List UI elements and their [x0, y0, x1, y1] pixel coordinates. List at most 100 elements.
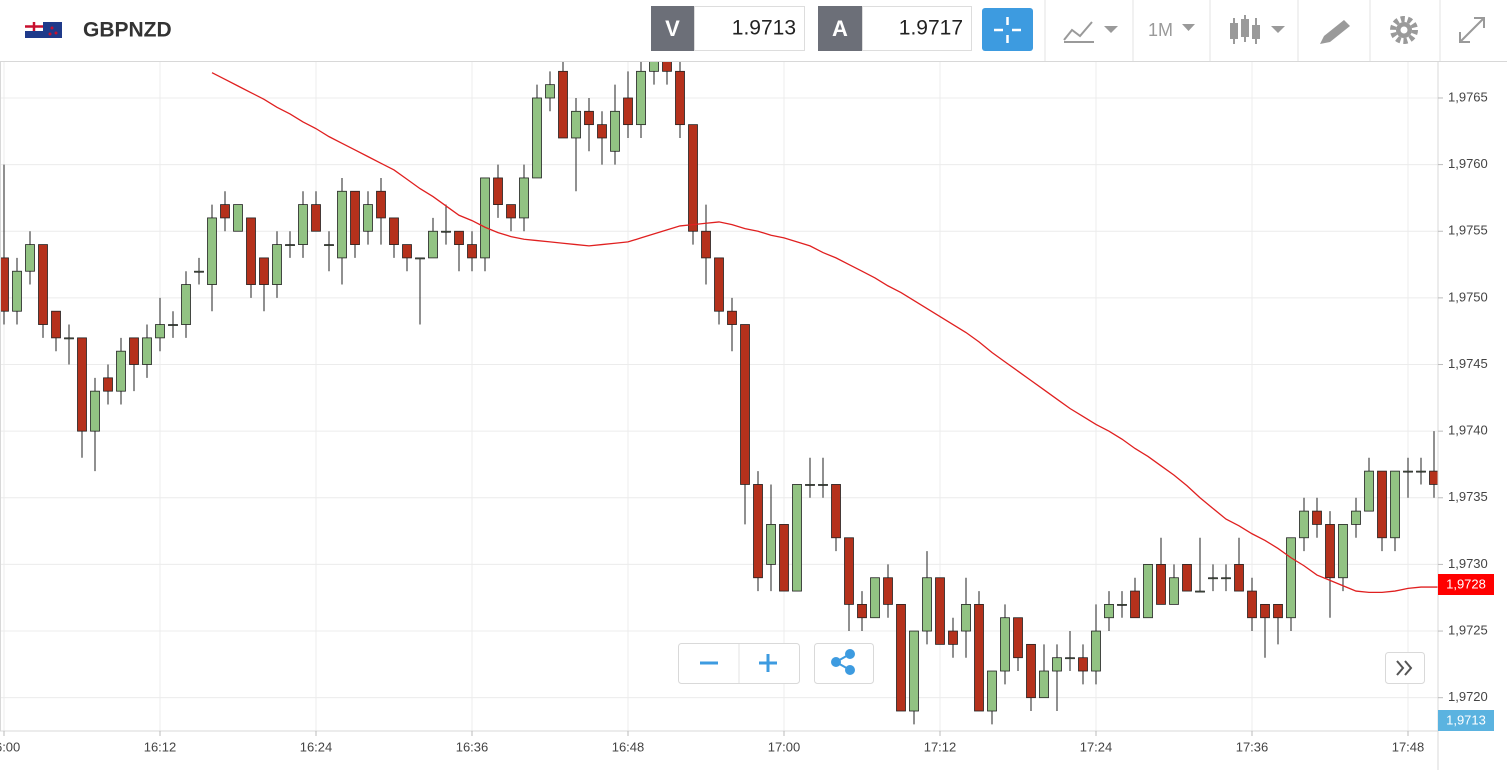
- candle-body: [688, 124, 698, 232]
- x-tick-label: 16:48: [612, 739, 645, 754]
- candle-body: [961, 603, 971, 632]
- ma-badge-label: 1,9728: [1446, 576, 1486, 591]
- y-tick-label: 1,9740: [1448, 423, 1488, 438]
- y-tick-label: 1,9725: [1448, 622, 1488, 637]
- candle-body: [1026, 643, 1036, 699]
- crosshair-button[interactable]: [982, 8, 1033, 51]
- candle-body: [896, 603, 906, 712]
- ask-box: [862, 6, 972, 51]
- bid-box: [694, 6, 805, 51]
- candle-body: [389, 217, 399, 245]
- candle-body: [350, 190, 360, 245]
- share-button[interactable]: [814, 643, 874, 684]
- candle-body: [714, 257, 724, 312]
- candle-body: [935, 577, 945, 645]
- candle-body: [77, 337, 87, 432]
- candle-body: [51, 310, 61, 339]
- timeframe-button[interactable]: 1M: [1148, 20, 1195, 40]
- fullscreen-button[interactable]: [1459, 17, 1485, 43]
- candle-style-button[interactable]: [1230, 15, 1285, 44]
- candle-body: [324, 244, 334, 246]
- candle-body: [506, 204, 516, 219]
- chart-type-button[interactable]: [1063, 21, 1118, 43]
- candle-body: [415, 257, 425, 260]
- x-tick-label: 17:00: [768, 739, 801, 754]
- settings-button[interactable]: [1390, 16, 1418, 44]
- candle-body: [1013, 617, 1023, 659]
- candle-body: [1299, 510, 1309, 539]
- candle-body: [818, 484, 828, 486]
- candle-body: [285, 244, 295, 246]
- x-tick-label: 17:48: [1392, 739, 1425, 754]
- ma-badge: 1,9728: [1438, 574, 1494, 595]
- candle-body: [1234, 564, 1244, 592]
- scroll-right-button[interactable]: [1385, 652, 1425, 684]
- candle-body: [922, 577, 932, 632]
- x-tick-label: 16:36: [456, 739, 489, 754]
- zoom-in-button[interactable]: [759, 654, 777, 672]
- candle-body: [155, 324, 165, 339]
- y-tick-label: 1,9730: [1448, 556, 1488, 571]
- ask-label: A: [832, 16, 848, 41]
- candle-body: [1416, 470, 1426, 473]
- x-tick-label: 17:12: [924, 739, 957, 754]
- x-tick-label: 17:36: [1236, 739, 1269, 754]
- candle-body: [636, 70, 646, 126]
- candle-body: [12, 270, 22, 312]
- candle-body: [766, 524, 776, 565]
- candle-body: [1390, 470, 1400, 539]
- candle-body: [649, 62, 659, 72]
- candle-body: [987, 670, 997, 712]
- candle-body: [883, 577, 893, 605]
- candle-body: [1104, 603, 1114, 619]
- symbol: GBPNZD: [83, 19, 172, 42]
- candle-body: [337, 190, 347, 259]
- plot-area: [0, 62, 1438, 725]
- bid-button[interactable]: [651, 6, 694, 51]
- price-badge: 1,9713: [1438, 710, 1494, 731]
- ask-price: 1.9717: [899, 17, 963, 40]
- drawing-tool-button[interactable]: [1320, 20, 1350, 44]
- candle-body: [1429, 470, 1438, 485]
- candle-body: [1130, 590, 1140, 619]
- candle-body: [142, 337, 152, 365]
- candle-body: [64, 337, 74, 340]
- candle-body: [1000, 617, 1010, 672]
- candle-body: [1182, 564, 1192, 592]
- candle-body: [103, 377, 113, 392]
- flag-icon: [25, 22, 62, 38]
- candle-body: [1065, 657, 1075, 660]
- price-badge-label: 1,9713: [1446, 712, 1486, 727]
- candle-body: [168, 324, 178, 326]
- ask-button[interactable]: [818, 6, 862, 51]
- candle-body: [519, 177, 529, 219]
- candle-body: [1052, 657, 1062, 672]
- candle-body: [675, 70, 685, 126]
- candle-body: [1039, 670, 1049, 699]
- candle-body: [428, 230, 438, 259]
- candle-body: [1312, 510, 1322, 525]
- candle-body: [1403, 470, 1413, 473]
- y-tick-label: 1,9750: [1448, 289, 1488, 304]
- candle-body: [1117, 603, 1127, 606]
- x-tick-label: 16:00: [0, 739, 20, 754]
- candle-body: [402, 244, 412, 259]
- bid-price: 1.9713: [732, 17, 796, 40]
- candle-body: [1273, 603, 1283, 619]
- candle-body: [467, 244, 477, 259]
- candle-body: [493, 177, 503, 205]
- candle-body: [831, 484, 841, 539]
- candle-body: [1286, 537, 1296, 619]
- x-tick-label: 17:24: [1080, 739, 1113, 754]
- candle-body: [753, 484, 763, 579]
- candle-body: [129, 337, 139, 365]
- candle-body: [844, 537, 854, 605]
- toolbar-separators: [1044, 0, 1441, 61]
- moving-average-line: [211, 72, 1438, 594]
- candle-body: [376, 190, 386, 219]
- candle-body: [532, 97, 542, 179]
- candle-body: [948, 630, 958, 645]
- candle-body: [623, 97, 633, 126]
- candle-body: [1091, 630, 1101, 672]
